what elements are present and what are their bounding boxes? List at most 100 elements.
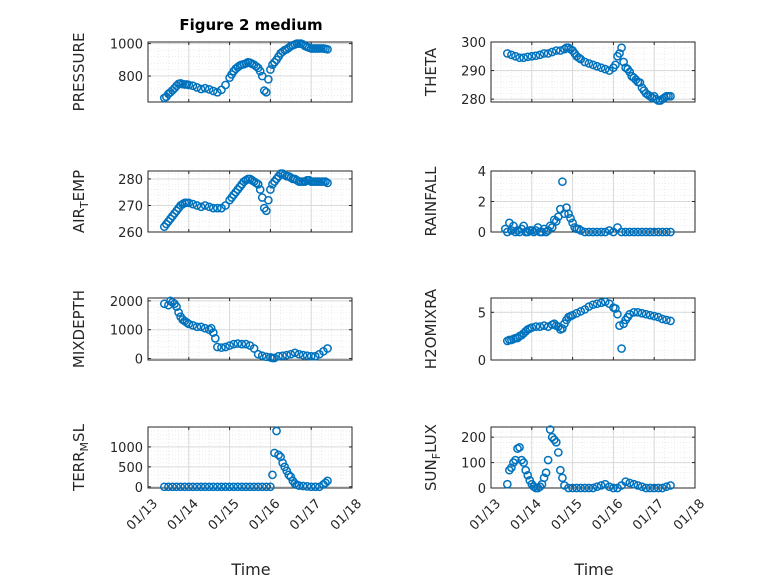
- data-point: [600, 297, 610, 307]
- data-point: [523, 470, 533, 480]
- subplot-4: 0 2 4 RAINFALL: [422, 165, 696, 241]
- data-point: [306, 351, 316, 361]
- data-point: [553, 448, 563, 457]
- data-point: [527, 51, 537, 61]
- data-point: [192, 201, 202, 210]
- data-point: [649, 483, 659, 493]
- data-point: [294, 349, 304, 359]
- data-point: [547, 47, 557, 57]
- data-point: [535, 482, 545, 492]
- data-point: [298, 481, 308, 491]
- data-point: [264, 74, 273, 84]
- data-point: [172, 302, 181, 312]
- y-tick-label: 290: [461, 65, 486, 80]
- data-point: [237, 482, 247, 492]
- data-point: [253, 179, 263, 189]
- data-point: [666, 481, 675, 490]
- data-point: [604, 482, 614, 492]
- data-point: [261, 352, 271, 362]
- data-point: [662, 227, 671, 237]
- y-axis-title: PRESSURE: [70, 33, 88, 112]
- data-point: [229, 482, 239, 492]
- data-point: [221, 342, 230, 352]
- data-point: [611, 304, 620, 313]
- data-point: [502, 49, 512, 58]
- data-point: [558, 473, 567, 483]
- data-point: [184, 198, 194, 208]
- data-point: [617, 43, 626, 53]
- data-point: [637, 227, 647, 237]
- data-point: [662, 315, 671, 325]
- data-point: [507, 50, 516, 60]
- data-point: [637, 482, 647, 492]
- data-point: [584, 59, 594, 68]
- data-point: [539, 49, 549, 58]
- data-point: [225, 482, 234, 492]
- data-point: [282, 350, 292, 360]
- data-point: [535, 50, 545, 60]
- data-point: [576, 226, 586, 235]
- data-point: [651, 94, 661, 104]
- data-point: [549, 435, 559, 445]
- data-point: [505, 465, 514, 475]
- y-tick-label: 800: [118, 70, 143, 85]
- data-point: [192, 322, 202, 332]
- data-point: [662, 482, 671, 492]
- x-axis-title-right: Time: [573, 560, 613, 579]
- data-point: [641, 483, 651, 493]
- data-point: [666, 91, 675, 101]
- data-point: [200, 482, 210, 492]
- data-point: [588, 227, 598, 237]
- data-point: [502, 479, 512, 489]
- data-point: [576, 307, 586, 316]
- data-point: [204, 85, 214, 94]
- data-point: [619, 57, 628, 67]
- data-point: [266, 482, 275, 492]
- y-tick-label: 5: [478, 306, 486, 321]
- data-point: [653, 227, 663, 237]
- data-point: [249, 482, 259, 492]
- data-point: [507, 463, 516, 473]
- data-point: [635, 78, 645, 87]
- data-point: [558, 177, 567, 187]
- data-point: [507, 226, 516, 235]
- data-point: [515, 442, 524, 452]
- data-point: [290, 348, 300, 358]
- data-point: [200, 201, 210, 210]
- data-point: [535, 322, 545, 331]
- data-point: [580, 227, 590, 237]
- data-point: [541, 227, 551, 237]
- data-point: [255, 185, 265, 194]
- data-point: [253, 349, 263, 359]
- data-point: [196, 84, 206, 94]
- data-point: [551, 216, 561, 226]
- data-point: [168, 482, 177, 492]
- y-tick-label: 1000: [110, 441, 143, 456]
- data-point: [521, 465, 531, 475]
- data-point: [511, 455, 520, 465]
- data-point: [272, 426, 281, 436]
- data-point: [184, 80, 194, 90]
- data-point: [629, 479, 639, 489]
- data-point: [321, 478, 330, 488]
- data-point: [208, 86, 218, 96]
- axes-box: [490, 41, 696, 103]
- subplot-2: 280 290 300 THETA: [422, 36, 696, 108]
- data-point: [515, 53, 524, 63]
- data-point: [580, 57, 590, 67]
- data-point: [249, 344, 259, 353]
- data-point: [255, 66, 265, 76]
- data-point: [551, 46, 561, 55]
- data-point: [649, 227, 659, 237]
- data-point: [509, 458, 518, 467]
- y-tick-label: 260: [118, 226, 143, 241]
- y-tick-label: 1000: [110, 324, 143, 339]
- data-point: [217, 343, 226, 352]
- data-point: [221, 201, 230, 210]
- data-point: [596, 227, 606, 237]
- data-point: [278, 351, 287, 361]
- data-point: [174, 308, 183, 317]
- data-point: [233, 482, 243, 492]
- data-point: [633, 307, 643, 317]
